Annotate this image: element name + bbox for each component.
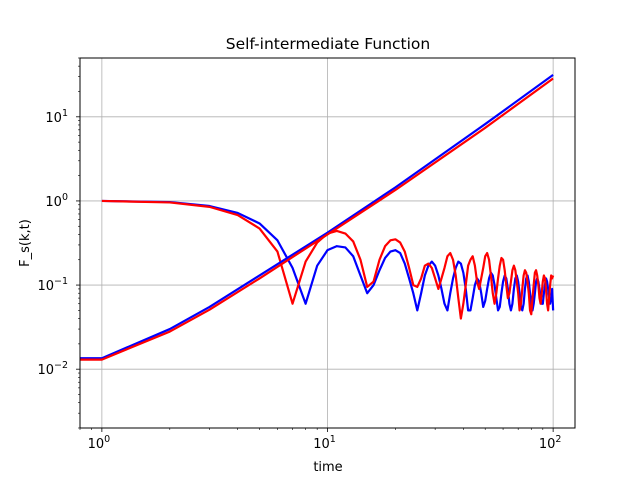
series-line-1 [101, 199, 555, 312]
series-line-2 [101, 199, 555, 320]
series-line-4 [80, 77, 554, 361]
grid-lines [80, 58, 575, 428]
x-axis-label: time [313, 460, 342, 475]
y-axis-label: F_s(k,t) [18, 219, 33, 267]
series-line-3 [80, 73, 554, 360]
series-layer [80, 73, 555, 361]
chart-title: Self-intermediate Function [226, 35, 430, 53]
